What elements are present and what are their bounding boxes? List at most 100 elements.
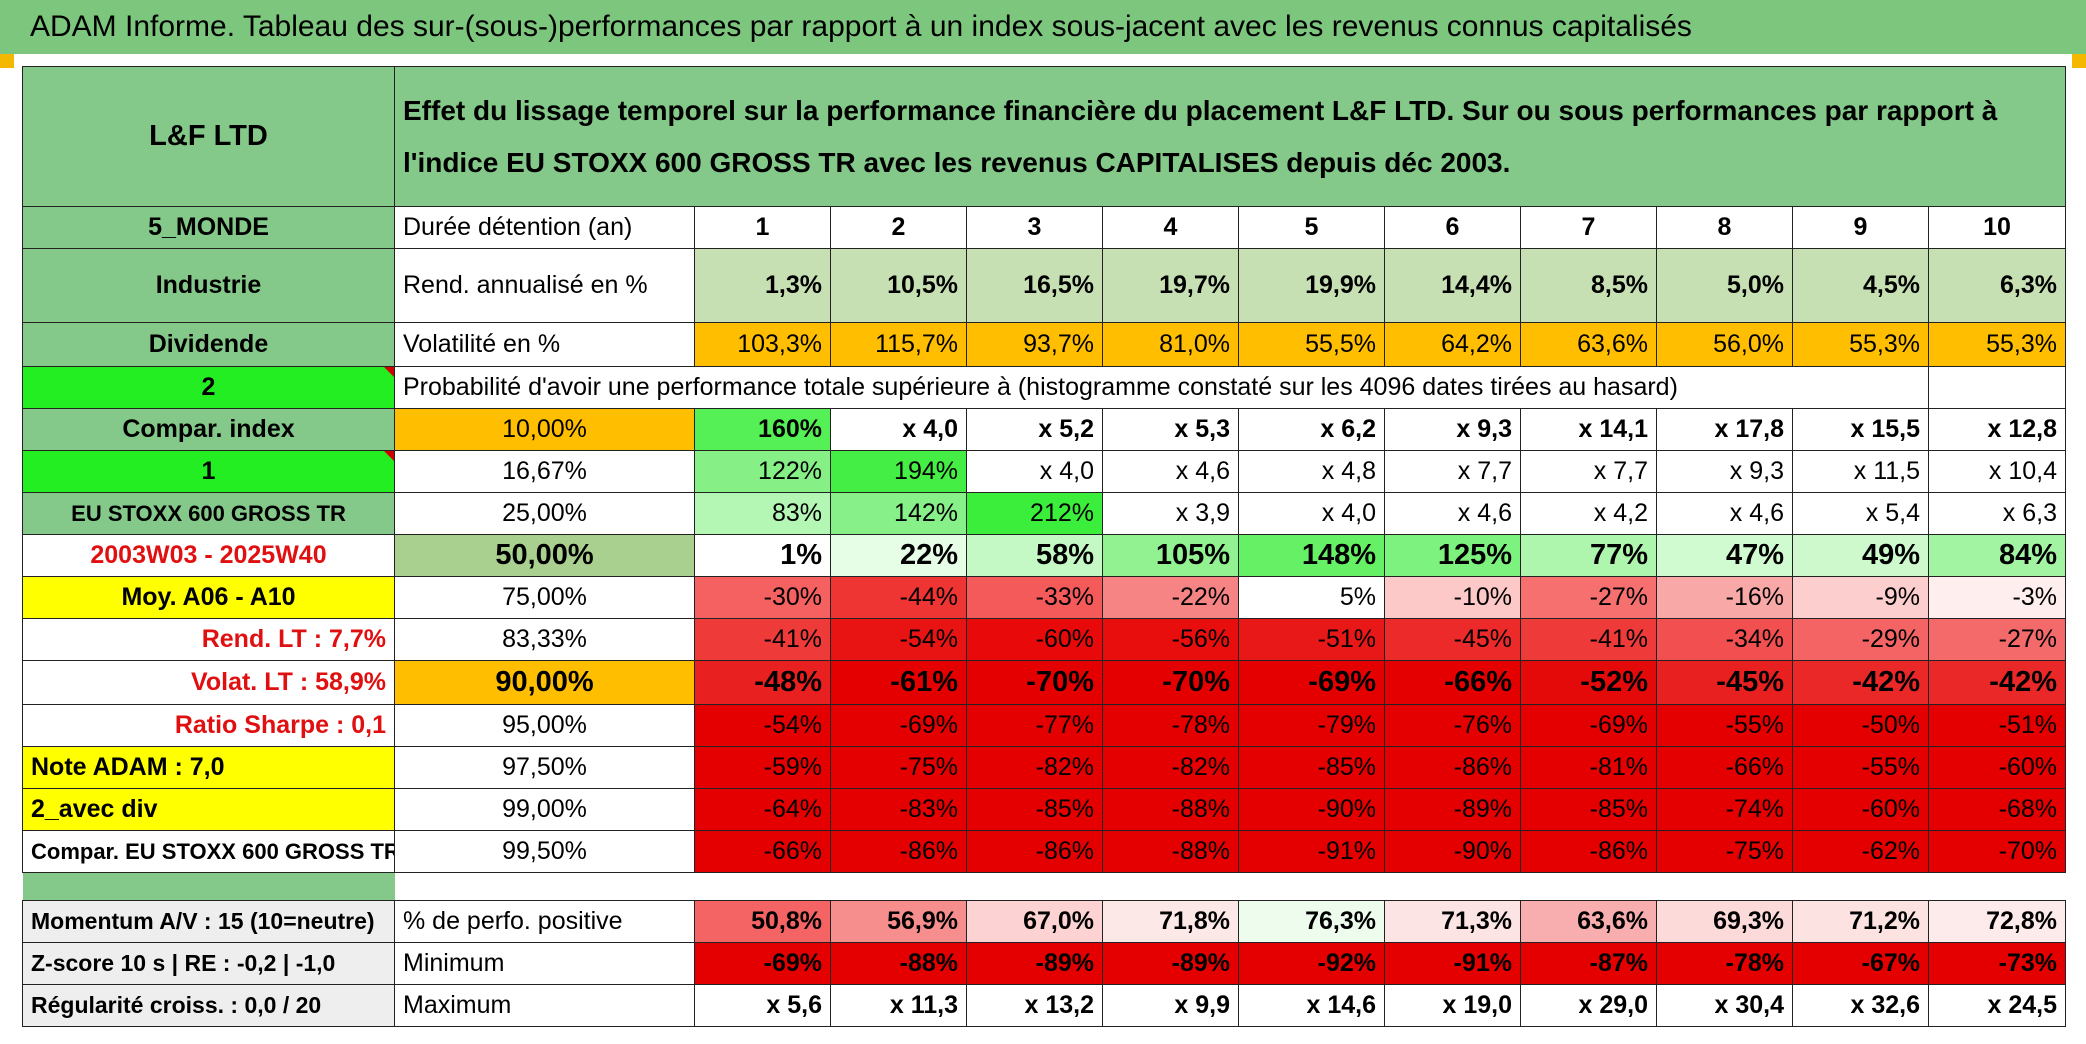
quantile-value: -89%	[1384, 788, 1521, 831]
positive-value: 71,2%	[1792, 900, 1929, 943]
rend-value: 16,5%	[966, 248, 1103, 323]
corner-marker	[0, 54, 14, 68]
quantile-value: 194%	[830, 450, 967, 493]
table-description: Effet du lissage temporel sur la perform…	[394, 66, 2066, 207]
year-header: 9	[1792, 206, 1929, 249]
quantile-value: -42%	[1792, 660, 1929, 705]
quantile-value: -33%	[966, 576, 1103, 619]
positive-label: % de perfo. positive	[394, 900, 695, 943]
index-name: EU STOXX 600 GROSS TR	[22, 492, 395, 535]
quantile-value: -69%	[1238, 660, 1385, 705]
quantile-value: 142%	[830, 492, 967, 535]
separator-gap	[395, 873, 2066, 901]
sector-label: Industrie	[22, 248, 395, 323]
quantile-value: x 4,0	[1238, 492, 1385, 535]
quantile-value: -10%	[1384, 576, 1521, 619]
rend-value: 6,3%	[1928, 248, 2066, 323]
minimum-value: -67%	[1792, 942, 1929, 985]
year-header: 3	[966, 206, 1103, 249]
quantile-value: -66%	[1656, 746, 1793, 789]
note-adam-label: Note ADAM : 7,0	[22, 746, 395, 789]
minimum-value: -87%	[1520, 942, 1657, 985]
zscore-label: Z-score 10 s | RE : -0,2 | -1,0	[22, 942, 395, 985]
quantile-value: 49%	[1792, 534, 1929, 577]
quantile-value: -85%	[1238, 746, 1385, 789]
minimum-value: -89%	[966, 942, 1103, 985]
corner-marker	[2072, 54, 2086, 68]
selector-cell[interactable]: 1	[22, 450, 395, 493]
avec-div-label: 2_avec div	[22, 788, 395, 831]
maximum-value: x 14,6	[1238, 984, 1385, 1027]
year-header: 10	[1928, 206, 2066, 249]
quantile-label: 25,00%	[394, 492, 695, 535]
quantile-value: -78%	[1102, 704, 1239, 747]
quantile-value: 125%	[1384, 534, 1521, 577]
quantile-label: 50,00%	[394, 534, 695, 577]
quantile-value: -16%	[1656, 576, 1793, 619]
quantile-value: -75%	[1656, 830, 1793, 873]
positive-value: 50,8%	[694, 900, 831, 943]
quantile-value: -60%	[966, 618, 1103, 661]
quantile-value: -55%	[1656, 704, 1793, 747]
fund-name: L&F LTD	[22, 66, 395, 207]
quantile-value: -3%	[1928, 576, 2066, 619]
positive-value: 71,3%	[1384, 900, 1521, 943]
quantile-value: -56%	[1102, 618, 1239, 661]
year-header: 8	[1656, 206, 1793, 249]
moy-label: Moy. A06 - A10	[22, 576, 395, 619]
rend-value: 10,5%	[830, 248, 967, 323]
quantile-value: -81%	[1520, 746, 1657, 789]
rend-value: 8,5%	[1520, 248, 1657, 323]
quantile-value: 105%	[1102, 534, 1239, 577]
vol-value: 63,6%	[1520, 322, 1657, 367]
quantile-value: -83%	[830, 788, 967, 831]
quantile-value: -86%	[966, 830, 1103, 873]
separator-bar	[22, 872, 395, 901]
year-header: 6	[1384, 206, 1521, 249]
year-header: 4	[1102, 206, 1239, 249]
rend-value: 1,3%	[694, 248, 831, 323]
quantile-value: -50%	[1792, 704, 1929, 747]
positive-value: 69,3%	[1656, 900, 1793, 943]
quantile-label: 83,33%	[394, 618, 695, 661]
maximum-value: x 13,2	[966, 984, 1103, 1027]
year-header: 2	[830, 206, 967, 249]
quantile-label: 99,50%	[394, 830, 695, 873]
quantile-value: -79%	[1238, 704, 1385, 747]
quantile-value: -88%	[1102, 788, 1239, 831]
minimum-value: -73%	[1928, 942, 2066, 985]
quantile-value: -41%	[1520, 618, 1657, 661]
quantile-value: -44%	[830, 576, 967, 619]
quantile-value: -66%	[694, 830, 831, 873]
quantile-value: x 6,2	[1238, 408, 1385, 451]
maximum-value: x 11,3	[830, 984, 967, 1027]
quantile-value: -82%	[966, 746, 1103, 789]
regularite-label: Régularité croiss. : 0,0 / 20	[22, 984, 395, 1027]
quantile-value: 58%	[966, 534, 1103, 577]
quantile-value: x 5,2	[966, 408, 1103, 451]
rend-lt-label: Rend. LT : 7,7%	[22, 618, 395, 661]
sharpe-label: Ratio Sharpe : 0,1	[22, 704, 395, 747]
positive-value: 76,3%	[1238, 900, 1385, 943]
positive-value: 67,0%	[966, 900, 1103, 943]
year-header: 5	[1238, 206, 1385, 249]
quantile-value: -70%	[966, 660, 1103, 705]
selector-cell[interactable]: 2	[22, 366, 395, 409]
maximum-value: x 30,4	[1656, 984, 1793, 1027]
quantile-value: x 4,6	[1656, 492, 1793, 535]
quantile-value: -82%	[1102, 746, 1239, 789]
zone-label: 5_MONDE	[22, 206, 395, 249]
maximum-label: Maximum	[394, 984, 695, 1027]
quantile-value: x 4,0	[830, 408, 967, 451]
quantile-value: -29%	[1792, 618, 1929, 661]
quantile-value: -30%	[694, 576, 831, 619]
quantile-value: x 15,5	[1792, 408, 1929, 451]
quantile-value: -59%	[694, 746, 831, 789]
quantile-value: -51%	[1928, 704, 2066, 747]
quantile-value: 212%	[966, 492, 1103, 535]
quantile-value: -76%	[1384, 704, 1521, 747]
quantile-value: -66%	[1384, 660, 1521, 705]
quantile-value: -52%	[1520, 660, 1657, 705]
rend-value: 14,4%	[1384, 248, 1521, 323]
quantile-value: x 7,7	[1384, 450, 1521, 493]
